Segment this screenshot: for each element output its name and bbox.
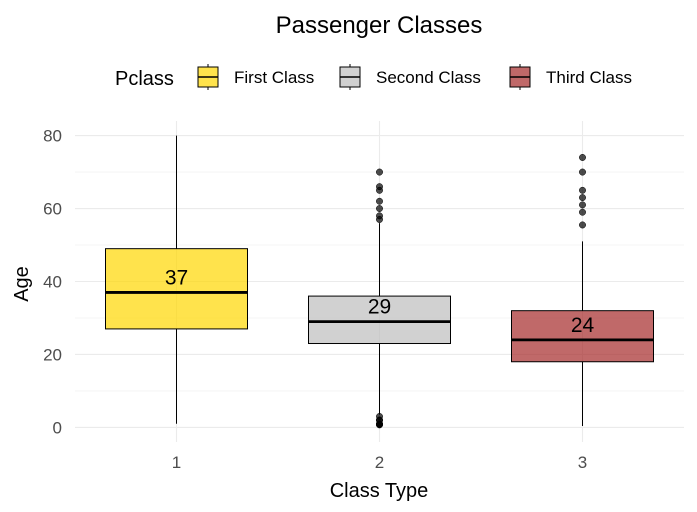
y-axis-title: Age bbox=[11, 266, 33, 302]
box-2: 29 bbox=[308, 168, 451, 429]
legend-item-2: Second Class bbox=[339, 64, 481, 90]
box-body bbox=[105, 248, 248, 330]
box-1: 37 bbox=[105, 135, 248, 424]
median-label: 29 bbox=[368, 296, 391, 319]
outlier-point bbox=[579, 208, 586, 216]
median-label: 24 bbox=[571, 314, 595, 337]
box-body bbox=[511, 310, 654, 363]
legend-label: Third Class bbox=[546, 68, 632, 87]
chart-title: Passenger Classes bbox=[276, 12, 483, 39]
box-body bbox=[308, 295, 451, 345]
outlier-point bbox=[579, 194, 586, 202]
x-axis-ticks: 1 2 3 bbox=[172, 453, 587, 472]
y-tick-label: 0 bbox=[53, 418, 62, 437]
outlier-point bbox=[376, 205, 383, 212]
outlier-point bbox=[579, 168, 586, 176]
y-tick-label: 40 bbox=[43, 273, 62, 292]
outlier-point bbox=[376, 212, 383, 220]
outlier-point bbox=[579, 154, 586, 161]
outlier-point bbox=[579, 186, 586, 194]
legend: Pclass First Class Second Class Third Clas… bbox=[115, 64, 632, 90]
x-axis-title: Class Type bbox=[330, 480, 429, 502]
outlier-point bbox=[579, 201, 586, 209]
outlier-point bbox=[376, 413, 383, 420]
legend-label: Second Class bbox=[376, 68, 481, 87]
x-tick-label: 3 bbox=[578, 453, 587, 472]
legend-item-1: First Class bbox=[197, 64, 314, 90]
box-3: 24 bbox=[511, 154, 654, 426]
y-axis-ticks: 0 20 40 60 80 bbox=[43, 127, 62, 438]
x-tick-label: 1 bbox=[172, 453, 181, 472]
legend-title: Pclass bbox=[115, 68, 174, 90]
boxes: 37 29 24 bbox=[105, 135, 654, 429]
y-tick-label: 80 bbox=[43, 127, 62, 146]
outlier-point bbox=[376, 168, 383, 176]
y-tick-label: 60 bbox=[43, 200, 62, 219]
y-tick-label: 20 bbox=[43, 345, 62, 364]
median-label: 37 bbox=[165, 266, 188, 289]
outlier-point bbox=[376, 183, 383, 191]
x-tick-label: 2 bbox=[375, 453, 384, 472]
legend-item-3: Third Class bbox=[509, 64, 632, 90]
legend-label: First Class bbox=[234, 68, 314, 87]
outlier-point bbox=[376, 197, 383, 205]
outlier-point bbox=[579, 221, 586, 229]
